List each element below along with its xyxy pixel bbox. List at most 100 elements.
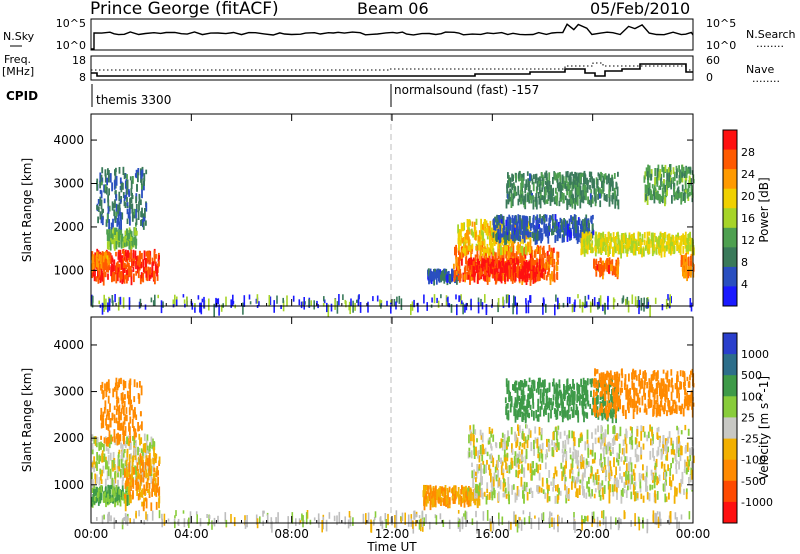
data-cell [666,189,668,196]
data-cell [532,181,535,192]
data-cell [137,172,139,183]
data-cell [105,438,108,447]
data-cell [500,245,502,256]
data-cell [590,189,593,194]
colorbar-tick-label: 8 [741,256,748,269]
data-cell [133,396,136,403]
data-cell [143,250,146,261]
data-cell [107,273,109,280]
data-cell [472,439,475,448]
data-cell [517,214,520,224]
ground-scatter-cell [305,512,308,525]
data-cell [463,499,466,508]
data-cell [517,173,520,179]
data-cell [109,403,111,413]
data-cell [655,244,658,250]
data-cell [103,443,105,452]
ground-scatter-cell [317,513,320,525]
data-cell [130,233,133,242]
data-cell [130,399,132,405]
data-cell [463,486,466,495]
data-cell [140,272,143,279]
data-cell [100,262,103,269]
ground-scatter-cell [101,302,104,315]
data-cell [139,381,141,388]
data-cell [582,233,585,239]
data-cell [582,190,584,198]
data-cell [589,243,591,250]
data-cell [551,271,553,280]
data-cell [471,221,474,227]
data-cell [152,261,155,266]
ground-scatter-cell [128,297,131,310]
data-cell [488,437,491,444]
data-cell [498,241,501,248]
data-cell [667,446,669,453]
data-cell [141,189,143,199]
data-cell [584,174,587,185]
data-cell [579,223,582,229]
data-cell [121,455,124,462]
ground-scatter-cell [356,299,358,303]
ground-scatter-cell [348,301,351,306]
data-cell [547,266,550,276]
ground-scatter-cell [602,510,605,523]
data-cell [106,255,109,260]
data-cell [104,169,107,177]
nave-solid-line [91,63,693,77]
data-cell [553,273,556,282]
data-cell [622,244,625,254]
data-cell [582,198,585,204]
data-cell [543,263,546,269]
data-cell [544,190,547,198]
ground-scatter-cell [510,521,512,530]
data-cell [155,469,158,478]
data-cell [128,240,131,247]
data-cell [116,385,119,391]
data-cell [603,263,606,272]
data-cell [142,477,145,483]
data-cell [503,449,506,459]
data-cell [141,488,144,498]
data-cell [467,270,470,275]
data-cell [681,235,683,245]
data-cell [555,261,558,272]
data-cell [480,253,483,261]
data-cell [134,444,137,452]
data-cell [499,258,502,265]
data-cell [91,251,94,258]
data-cell [661,233,664,241]
data-cell [592,214,594,220]
data-cell [572,174,575,182]
data-cell [113,203,115,209]
ground-scatter-cell [98,300,100,305]
data-cell [542,261,545,268]
ground-scatter-cell [690,302,693,312]
data-cell [514,215,516,222]
data-cell [654,187,657,192]
data-cell [665,479,667,486]
data-cell [499,261,502,269]
data-cell [539,227,541,234]
data-cell [112,388,115,398]
data-cell [597,187,600,195]
data-cell [431,491,434,497]
ground-scatter-cell [464,510,467,520]
data-cell [527,221,530,231]
data-cell [545,275,548,281]
data-cell [466,219,469,228]
ground-scatter-cell [435,515,438,525]
ground-scatter-cell [302,515,304,528]
data-cell [537,177,540,183]
data-cell [536,267,539,272]
data-cell [692,179,695,184]
data-cell [477,494,479,503]
ground-scatter-cell [523,517,526,525]
data-cell [126,197,128,202]
ground-scatter-cell [647,299,650,306]
data-cell [475,231,477,241]
data-cell [532,199,535,210]
data-cell [530,466,533,476]
ground-scatter-cell [482,511,485,521]
data-cell [140,178,143,185]
